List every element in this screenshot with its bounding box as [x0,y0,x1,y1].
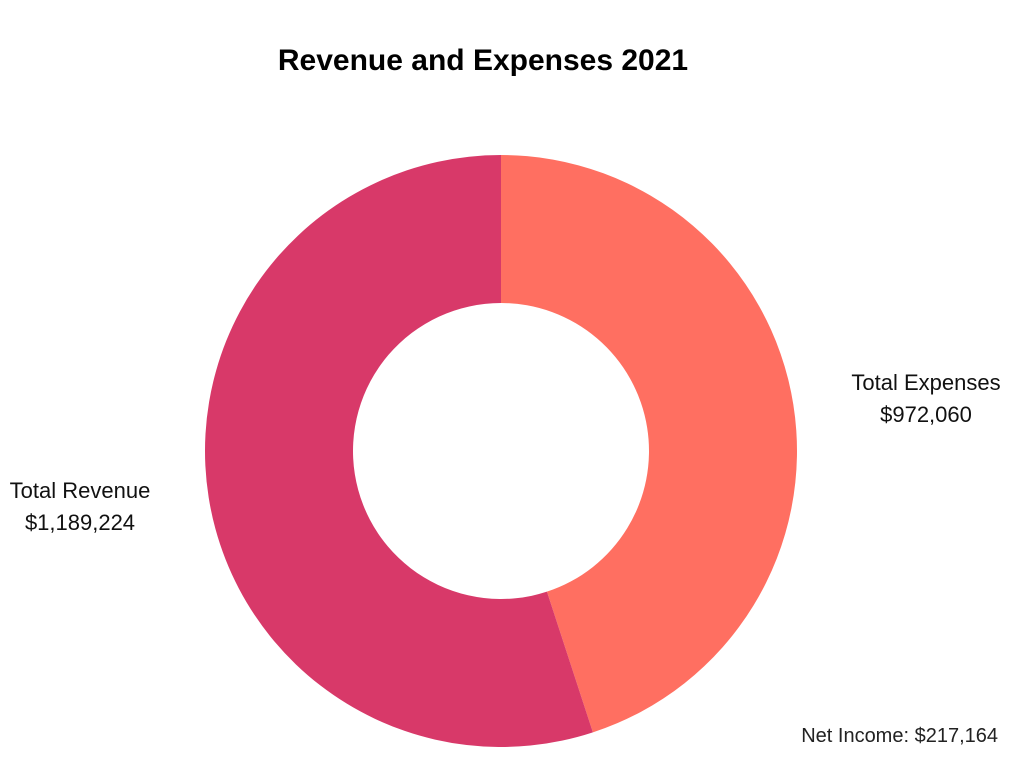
slice-value-expenses: $972,060 [880,402,972,427]
slice-total-expenses [501,155,797,733]
slice-label-revenue: Total Revenue [10,478,151,503]
slice-total-revenue [204,155,593,748]
slice-value-revenue: $1,189,224 [25,510,135,535]
slice-label-expenses: Total Expenses [851,370,1000,395]
net-income-annotation: Net Income: $217,164 [801,725,998,747]
slices-group [204,155,797,748]
chart-title: Revenue and Expenses 2021 [278,44,688,77]
